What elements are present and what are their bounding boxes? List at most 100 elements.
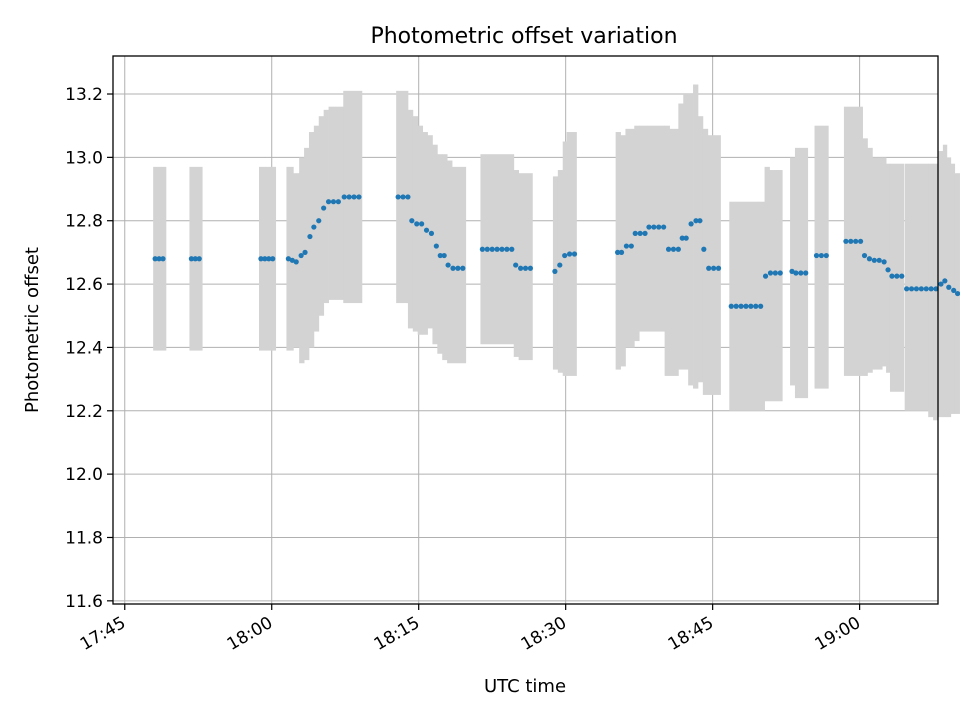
data-point [270, 256, 276, 262]
data-point [152, 256, 158, 262]
data-point [518, 265, 524, 271]
data-point [428, 230, 435, 236]
error-band [646, 125, 666, 332]
error-band [872, 157, 883, 370]
data-point [628, 243, 634, 249]
data-point [688, 221, 694, 227]
error-band [707, 135, 721, 395]
data-point [316, 218, 322, 224]
error-band [764, 166, 770, 402]
data-point [325, 199, 332, 205]
data-point [798, 270, 804, 276]
y-tick-label: 13.0 [65, 148, 103, 168]
data-point [419, 221, 425, 227]
data-point [913, 286, 920, 292]
data-point [196, 256, 202, 262]
data-point [395, 194, 401, 200]
data-point [876, 257, 882, 263]
data-point [445, 262, 451, 268]
data-point [848, 238, 854, 244]
data-point [748, 303, 754, 309]
error-band [318, 116, 325, 316]
data-point [762, 273, 769, 279]
data-point [632, 230, 638, 236]
data-point [646, 224, 652, 230]
data-point [489, 246, 495, 252]
data-point [818, 252, 825, 259]
data-point [861, 252, 868, 259]
error-band [313, 125, 320, 332]
y-tick-label: 12.2 [65, 402, 103, 422]
data-point [661, 224, 667, 230]
error-band [417, 125, 424, 335]
data-point [942, 278, 948, 284]
x-axis-label: UTC time [484, 676, 566, 697]
error-band [323, 109, 329, 304]
data-point [450, 265, 456, 271]
data-point [400, 194, 406, 200]
data-point [356, 194, 362, 200]
error-band [933, 163, 939, 421]
data-point [866, 256, 873, 262]
error-band [693, 84, 699, 389]
data-point [285, 256, 291, 262]
data-point [156, 256, 162, 262]
error-band [669, 128, 679, 376]
data-point [460, 265, 466, 271]
error-band [562, 141, 568, 376]
data-point [857, 238, 864, 244]
y-tick-label: 12.6 [65, 275, 103, 295]
data-point [346, 194, 352, 200]
data-point [437, 252, 443, 259]
data-point [293, 259, 299, 265]
error-band [697, 116, 704, 383]
data-point [618, 249, 625, 255]
data-point [504, 246, 510, 252]
y-axis-ticks: 11.6 11.8 12.0 12.2 12.4 12.6 12.8 13.0 13.2 [65, 85, 113, 612]
data-point [813, 252, 820, 259]
data-point [455, 265, 461, 271]
data-point [954, 290, 960, 297]
data-point [706, 265, 712, 271]
data-point [803, 270, 809, 276]
data-point [923, 286, 929, 292]
data-point [733, 303, 739, 309]
data-point [298, 252, 304, 259]
data-point [738, 303, 744, 309]
data-point [479, 246, 485, 252]
data-point [188, 256, 194, 262]
data-point [651, 224, 657, 230]
data-point [753, 303, 759, 309]
data-point [341, 194, 347, 200]
data-point [715, 265, 722, 271]
y-tick-label: 11.8 [65, 528, 103, 548]
data-point [885, 267, 891, 273]
data-point [823, 252, 829, 259]
error-band [769, 170, 783, 402]
error-band [688, 94, 694, 386]
data-point [758, 303, 764, 309]
data-point [192, 256, 198, 262]
error-band [639, 125, 648, 332]
data-point [409, 218, 415, 224]
data-point [793, 270, 799, 276]
data-point [527, 265, 533, 271]
data-point [665, 246, 672, 252]
data-point [423, 227, 430, 233]
data-point [615, 249, 621, 255]
data-point [728, 303, 734, 309]
error-band [299, 157, 305, 364]
data-point [307, 233, 313, 240]
data-point [509, 246, 515, 252]
data-point [697, 218, 703, 224]
data-points [152, 194, 960, 309]
error-band [447, 160, 453, 364]
axes-frame [112, 55, 939, 605]
error-band [452, 166, 467, 364]
data-point [513, 262, 519, 268]
y-tick-label: 12.4 [65, 338, 103, 358]
data-point [679, 235, 685, 241]
data-point [946, 284, 952, 290]
data-point [262, 256, 268, 262]
